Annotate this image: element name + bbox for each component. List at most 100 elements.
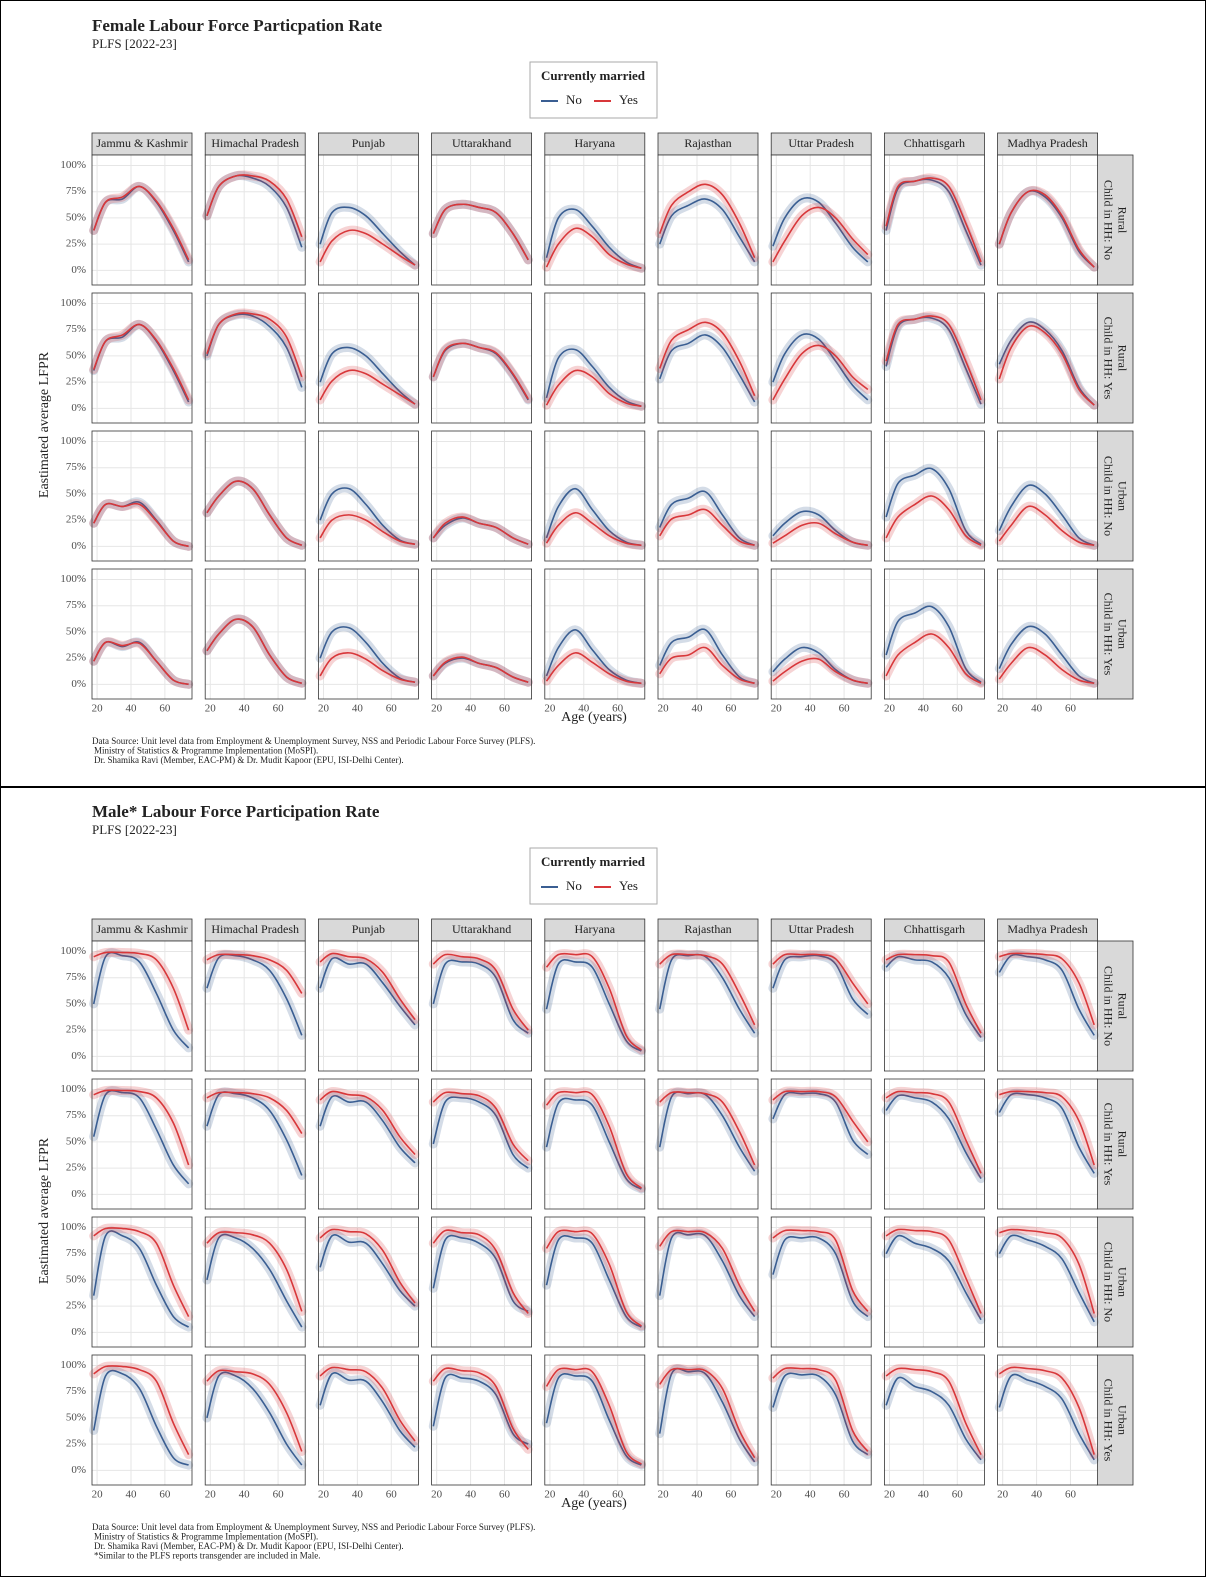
column-strip-label: Rajasthan — [684, 922, 731, 936]
line — [319, 1234, 416, 1307]
panel — [544, 1217, 645, 1347]
panel-border — [204, 1216, 306, 1348]
panel — [544, 569, 645, 699]
x-tick-label: 20 — [205, 703, 217, 715]
line — [885, 316, 982, 405]
line — [92, 185, 190, 261]
line — [772, 1367, 869, 1452]
y-tick-label: 100% — [60, 945, 86, 957]
panel-border — [544, 1216, 646, 1348]
line — [93, 1227, 190, 1317]
panel-border — [91, 940, 193, 1072]
x-tick-label: 40 — [125, 703, 137, 715]
line — [772, 344, 869, 401]
panel — [997, 941, 1098, 1071]
line — [432, 516, 529, 545]
panel — [318, 1355, 419, 1485]
x-tick-label: 60 — [499, 1489, 511, 1501]
line — [658, 334, 756, 403]
row-strip-label: Child in HH: No — [1101, 180, 1115, 260]
x-tick-label: 40 — [1031, 703, 1043, 715]
x-tick-label: 20 — [658, 1489, 670, 1501]
panel — [771, 431, 872, 561]
line — [885, 1228, 982, 1314]
panel — [544, 431, 645, 561]
panel — [92, 431, 192, 561]
y-tick-label: 0% — [71, 1464, 86, 1476]
panel-border — [544, 940, 646, 1072]
line — [206, 1369, 303, 1452]
chart-subtitle: PLFS [2022-23] — [92, 822, 177, 837]
panel-border — [997, 1354, 1098, 1486]
column-strip-label: Jammu & Kashmir — [96, 136, 187, 150]
panel-border — [431, 1216, 533, 1348]
line — [93, 1365, 190, 1455]
panel-border — [91, 1078, 193, 1210]
x-tick-label: 60 — [952, 703, 964, 715]
x-tick-label: 20 — [318, 1489, 330, 1501]
x-tick-label: 60 — [839, 703, 851, 715]
panel — [997, 1355, 1098, 1485]
x-tick-label: 40 — [465, 1489, 477, 1501]
panel-border — [544, 154, 646, 286]
row-strip-label: Urban — [1115, 1267, 1129, 1297]
x-tick-label: 40 — [125, 1489, 137, 1501]
x-tick-label: 20 — [431, 1489, 443, 1501]
panel-border — [544, 1354, 646, 1486]
panel — [771, 569, 872, 699]
y-tick-label: 25% — [66, 238, 86, 250]
x-tick-label: 40 — [578, 1489, 590, 1501]
source-note: *Similar to the PLFS reports transgender… — [94, 1551, 320, 1561]
panel-border — [657, 1216, 759, 1348]
panel — [884, 155, 985, 285]
y-tick-label: 75% — [66, 1109, 86, 1121]
panel — [658, 941, 758, 1071]
source-note: Ministry of Statistics & Programme Imple… — [94, 746, 318, 756]
panel-border — [657, 292, 759, 424]
x-tick-label: 20 — [544, 703, 556, 715]
chart-subtitle: PLFS [2022-23] — [92, 36, 177, 51]
row-strip-label: Child in HH: No — [1101, 456, 1115, 536]
row-strip-label: Rural — [1115, 207, 1129, 234]
panel-border — [317, 430, 419, 562]
panel — [205, 1217, 306, 1347]
y-tick-label: 75% — [66, 461, 86, 473]
panel — [997, 1079, 1098, 1209]
line — [658, 490, 755, 547]
line — [998, 1234, 1095, 1323]
panel — [92, 155, 192, 285]
panel-border — [884, 1078, 985, 1210]
y-tick-label: 0% — [71, 1326, 86, 1338]
row-strip — [1096, 1216, 1134, 1348]
line — [319, 626, 416, 684]
panel-border — [884, 568, 985, 700]
line — [658, 183, 756, 259]
x-tick-label: 20 — [771, 1489, 783, 1501]
x-axis-title: Age (years) — [561, 1496, 627, 1511]
y-tick-label: 75% — [66, 323, 86, 335]
column-strip-label: Uttar Pradesh — [788, 136, 854, 150]
line — [92, 323, 190, 401]
panel-border — [770, 1078, 872, 1210]
panel-border — [997, 1216, 1098, 1348]
panel — [771, 1079, 872, 1209]
column-strip-label: Uttar Pradesh — [788, 922, 854, 936]
line — [658, 953, 756, 1034]
row-strip-label: Urban — [1115, 619, 1129, 649]
chart-title: Male* Labour Force Participation Rate — [92, 802, 380, 821]
line — [545, 629, 642, 685]
line — [772, 1229, 869, 1312]
row-strip — [1096, 568, 1134, 700]
line — [432, 342, 529, 400]
column-strip-label: Uttarakhand — [452, 136, 511, 150]
panel-border — [431, 154, 533, 286]
line — [206, 1231, 303, 1312]
line — [885, 315, 982, 401]
line — [319, 957, 416, 1026]
line — [772, 206, 869, 263]
source-note: Ministry of Statistics & Programme Imple… — [94, 1532, 318, 1542]
y-axis-title: Eastimated average LFPR — [37, 1137, 52, 1284]
line — [885, 1376, 982, 1461]
x-tick-label: 40 — [1031, 1489, 1043, 1501]
panel-border — [317, 1078, 419, 1210]
